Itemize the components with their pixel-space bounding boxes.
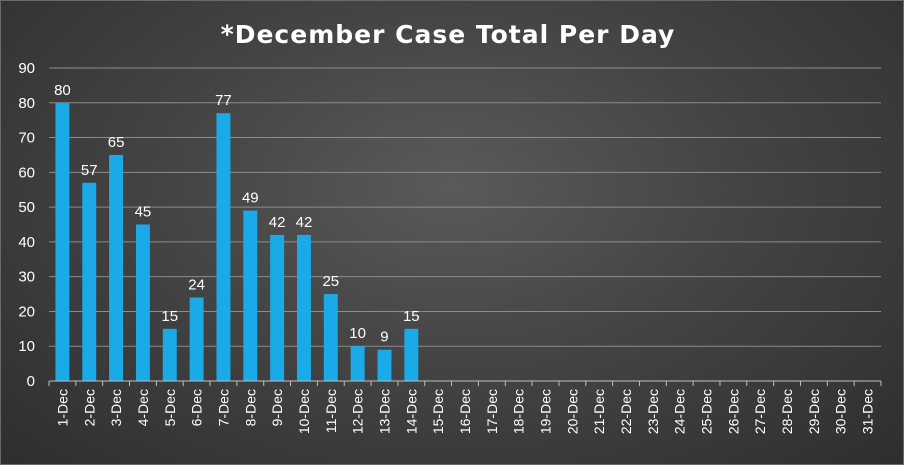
x-tick-label: 28-Dec bbox=[779, 389, 795, 434]
x-tick-label: 17-Dec bbox=[484, 389, 500, 434]
data-label: 9 bbox=[380, 329, 388, 346]
x-tick-label: 3-Dec bbox=[108, 389, 124, 426]
x-tick-label: 12-Dec bbox=[350, 389, 366, 434]
bar-9-Dec bbox=[270, 234, 285, 381]
data-label: 25 bbox=[322, 273, 339, 290]
bar-10-Dec bbox=[296, 234, 311, 381]
x-tick-label: 29-Dec bbox=[806, 389, 822, 434]
y-tick-label: 0 bbox=[27, 373, 35, 390]
y-tick-label: 40 bbox=[18, 234, 35, 251]
bar-5-Dec bbox=[162, 328, 177, 381]
x-tick-label: 10-Dec bbox=[296, 389, 312, 434]
data-labels: 80 57 65 45 15 24 77 49 42 42 25 10 9 15 bbox=[54, 82, 420, 346]
x-tick-label: 21-Dec bbox=[591, 389, 607, 434]
chart-title: *December Case Total Per Day bbox=[221, 20, 676, 49]
x-tick-label: 6-Dec bbox=[189, 389, 205, 426]
x-tick-label: 13-Dec bbox=[376, 389, 392, 434]
x-tick-label: 24-Dec bbox=[672, 389, 688, 434]
bar-8-Dec bbox=[243, 210, 258, 381]
x-tick-label: 19-Dec bbox=[538, 389, 554, 434]
x-tick-label: 9-Dec bbox=[269, 389, 285, 426]
y-tick-label: 60 bbox=[18, 164, 35, 181]
y-tick-label: 90 bbox=[18, 60, 35, 77]
x-tick-label: 27-Dec bbox=[752, 389, 768, 434]
y-tick-label: 20 bbox=[18, 303, 35, 320]
x-tick-label: 8-Dec bbox=[242, 389, 258, 426]
data-label: 24 bbox=[188, 277, 205, 294]
y-tick-label: 50 bbox=[18, 199, 35, 216]
data-label: 10 bbox=[349, 325, 366, 342]
bar-7-Dec bbox=[216, 113, 231, 381]
data-label: 80 bbox=[54, 82, 71, 99]
x-tick-label: 18-Dec bbox=[511, 389, 527, 434]
y-tick-label: 80 bbox=[18, 95, 35, 112]
data-label: 42 bbox=[296, 214, 313, 231]
x-tick-label: 11-Dec bbox=[323, 389, 339, 433]
bar-3-Dec bbox=[109, 154, 124, 381]
x-tick-label: 2-Dec bbox=[81, 389, 97, 426]
x-tick-label: 25-Dec bbox=[699, 389, 715, 434]
x-axis-ticks: 1-Dec 2-Dec 3-Dec 4-Dec 5-Dec 6-Dec 7-Dec 8-Dec… bbox=[48, 381, 882, 434]
x-tick-label: 15-Dec bbox=[430, 389, 446, 434]
data-label: 15 bbox=[161, 308, 178, 325]
x-tick-label: 20-Dec bbox=[564, 389, 580, 434]
x-tick-label: 7-Dec bbox=[215, 389, 231, 426]
bar-14-Dec bbox=[404, 328, 419, 381]
bar-11-Dec bbox=[323, 294, 338, 381]
x-tick-label: 4-Dec bbox=[135, 389, 151, 426]
x-tick-label: 5-Dec bbox=[162, 389, 178, 426]
x-tick-label: 16-Dec bbox=[457, 389, 473, 434]
bars bbox=[55, 102, 419, 382]
data-label: 42 bbox=[269, 214, 286, 231]
y-axis-ticks: 0 10 20 30 40 50 60 70 80 90 bbox=[18, 60, 35, 390]
y-tick-label: 10 bbox=[18, 338, 35, 355]
bar-6-Dec bbox=[189, 297, 204, 381]
x-tick-label: 30-Dec bbox=[833, 389, 849, 434]
x-tick-label: 23-Dec bbox=[645, 389, 661, 434]
x-tick-label: 26-Dec bbox=[725, 389, 741, 434]
gridlines bbox=[49, 67, 881, 347]
x-tick-label: 31-Dec bbox=[860, 389, 876, 434]
y-tick-label: 30 bbox=[18, 269, 35, 286]
x-tick-label: 22-Dec bbox=[618, 389, 634, 434]
y-tick-label: 70 bbox=[18, 130, 35, 147]
x-tick-label: 1-Dec bbox=[54, 389, 70, 426]
data-label: 15 bbox=[403, 308, 420, 325]
x-tick-label: 14-Dec bbox=[403, 389, 419, 434]
data-label: 45 bbox=[135, 204, 152, 221]
data-label: 49 bbox=[242, 190, 259, 207]
bar-2-Dec bbox=[82, 182, 97, 381]
data-label: 77 bbox=[215, 92, 232, 109]
bar-1-Dec bbox=[55, 102, 70, 382]
bar-13-Dec bbox=[377, 349, 392, 381]
bar-12-Dec bbox=[350, 346, 365, 381]
data-label: 57 bbox=[81, 162, 98, 179]
bar-4-Dec bbox=[135, 224, 150, 381]
data-label: 65 bbox=[108, 134, 125, 151]
